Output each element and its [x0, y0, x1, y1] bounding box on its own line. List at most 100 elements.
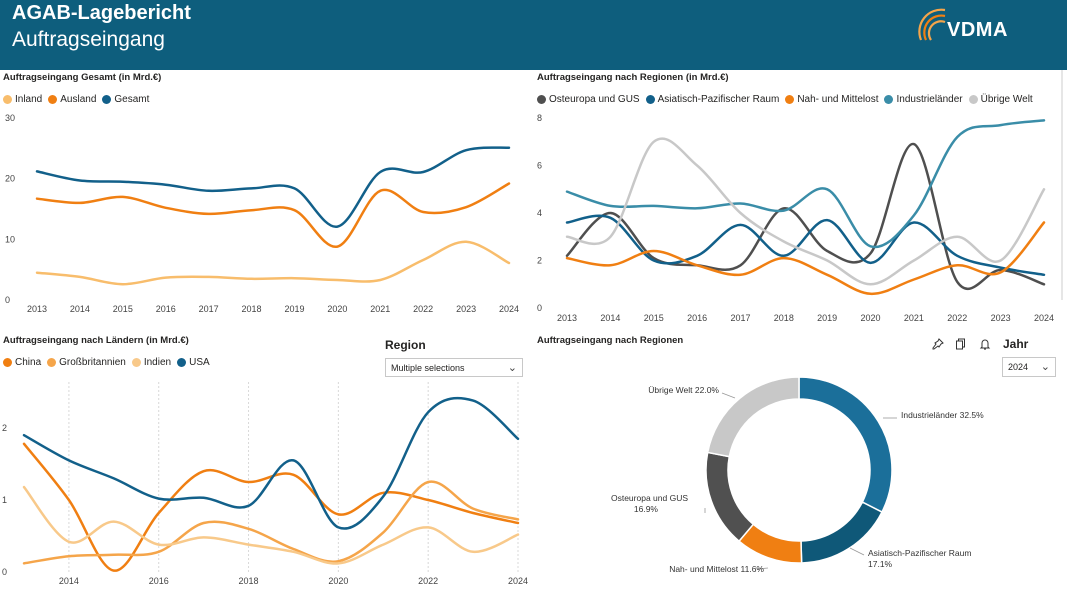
pin-icon[interactable] [932, 338, 944, 350]
donut-chart-title: Auftragseingang nach Regionen [537, 335, 684, 346]
x-tick-label: 2018 [239, 576, 259, 586]
y-tick-label: 8 [537, 113, 542, 123]
legend-label: Indien [143, 357, 172, 368]
scrollbar[interactable] [1061, 70, 1063, 300]
legend-label: Nah- und Mittelost [797, 94, 879, 105]
x-tick-label: 2024 [508, 576, 528, 586]
legend-marker [177, 358, 187, 367]
donut-data-label: Industrieländer 32.5% [901, 410, 984, 420]
legend-marker [968, 95, 978, 104]
series-line-osteuropa-und-gus[interactable] [565, 142, 1046, 291]
y-tick-label: 4 [537, 208, 542, 218]
donut-slice-osteuropa-und-gus[interactable] [705, 451, 755, 543]
legend-item-inland[interactable]: Inland [3, 94, 42, 105]
region-filter-dropdown[interactable]: Multiple selections ⌄ [385, 358, 523, 377]
legend-item-indien[interactable]: Indien [131, 357, 172, 368]
x-tick-label: 2023 [456, 304, 476, 314]
x-tick-label: 2013 [27, 304, 47, 314]
x-tick-label: 2020 [327, 304, 347, 314]
series-line-industrielaender[interactable] [565, 119, 1046, 249]
legend-label: Großbritannien [59, 357, 126, 368]
y-tick-label: 0 [5, 295, 10, 305]
legend-label: USA [189, 357, 210, 368]
donut-data-label: Übrige Welt 22.0% [648, 385, 719, 395]
legend-marker [131, 358, 141, 367]
series-line-inland[interactable] [35, 240, 511, 286]
chevron-down-icon: ⌄ [507, 362, 517, 374]
x-tick-label: 2014 [59, 576, 79, 586]
leader-line [849, 547, 865, 556]
x-tick-label: 2022 [418, 576, 438, 586]
series-line-asiatisch-pazifischer-raum[interactable] [565, 214, 1046, 277]
x-tick-label: 2017 [199, 304, 219, 314]
legend-item-gesamt[interactable]: Gesamt [102, 94, 149, 105]
legend-item-china[interactable]: China [3, 357, 41, 368]
x-tick-label: 2021 [370, 304, 390, 314]
series-line-usa[interactable] [22, 396, 520, 530]
region-filter-label: Region [385, 338, 426, 352]
x-tick-label: 2019 [284, 304, 304, 314]
legend-item-ausland[interactable]: Ausland [48, 94, 96, 105]
x-tick-label: 2014 [600, 313, 620, 323]
laender-chart-title: Auftragseingang nach Ländern (in Mrd.€) [3, 335, 189, 346]
legend-item-grossbritannien[interactable]: Großbritannien [47, 357, 126, 368]
regionen-legend[interactable]: Osteuropa und GUS Asiatisch-Pazifischer R… [537, 94, 1039, 105]
legend-item-osteuropa-und-gus[interactable]: Osteuropa und GUS [537, 94, 640, 105]
legend-item-nah-und-mittelost[interactable]: Nah- und Mittelost [785, 94, 878, 105]
y-tick-label: 2 [537, 256, 542, 266]
laender-legend[interactable]: China Großbritannien Indien USA [3, 357, 216, 368]
regionen-line-chart: 0 2 4 6 8 2013 2014 2015 2016 2017 2018 2019 2020 202… [537, 113, 1054, 323]
donut-slice-industrielaender[interactable] [798, 376, 893, 514]
legend-marker [48, 95, 58, 104]
legend-label: China [15, 357, 42, 368]
y-tick-label: 6 [537, 161, 542, 171]
legend-item-asiatisch-pazifischer-raum[interactable]: Asiatisch-Pazifischer Raum [645, 94, 780, 105]
donut-slice-uebrige-welt[interactable] [706, 376, 800, 458]
chevron-down-icon: ⌄ [1040, 361, 1050, 373]
report-header: AGAB-Lagebericht Auftragseingang VDMA [0, 0, 1067, 70]
report-title: AGAB-Lagebericht [12, 2, 191, 24]
series-line-gesamt[interactable] [35, 146, 511, 228]
legend-marker [3, 358, 12, 367]
legend-marker [3, 95, 12, 104]
legend-marker [47, 358, 57, 367]
series-line-ausland[interactable] [35, 182, 511, 248]
legend-item-uebrige-welt[interactable]: Übrige Welt [968, 94, 1033, 105]
copy-icon[interactable] [955, 338, 967, 350]
series-line-indien[interactable] [22, 485, 520, 565]
legend-label: Ausland [60, 94, 97, 105]
x-tick-label: 2017 [730, 313, 750, 323]
legend-label: Gesamt [114, 94, 150, 105]
x-tick-label: 2016 [156, 304, 176, 314]
gesamt-legend[interactable]: Inland Ausland Gesamt [3, 94, 155, 105]
legend-label: Industrieländer [896, 94, 963, 105]
x-tick-label: 2022 [413, 304, 433, 314]
legend-marker [537, 95, 546, 104]
x-tick-label: 2021 [904, 313, 924, 323]
jahr-filter-value: 2024 [1008, 362, 1029, 372]
donut-chart: Industrieländer 32.5% Asiatisch-Pazifisch… [611, 376, 984, 574]
bell-icon[interactable] [979, 338, 991, 350]
legend-label: Osteuropa und GUS [549, 94, 640, 105]
y-tick-label: 20 [5, 174, 15, 184]
gesamt-line-chart: 0 10 20 30 2013 2014 2015 2016 2017 2018 2019 2020 2… [5, 113, 519, 314]
x-tick-label: 2016 [687, 313, 707, 323]
laender-line-chart: 0 1 2 2014 2016 2018 2020 2022 2024 [2, 382, 528, 586]
legend-label: Asiatisch-Pazifischer Raum [657, 94, 780, 105]
series-line-grossbritannien[interactable] [22, 480, 520, 565]
y-tick-label: 10 [5, 234, 15, 244]
x-tick-label: 2018 [242, 304, 262, 314]
series-line-china[interactable] [22, 442, 520, 572]
x-tick-label: 2015 [644, 313, 664, 323]
y-tick-label: 0 [537, 303, 542, 313]
x-tick-label: 2018 [774, 313, 794, 323]
series-line-uebrige-welt[interactable] [565, 137, 1046, 286]
x-tick-label: 2020 [328, 576, 348, 586]
jahr-filter-dropdown[interactable]: 2024 ⌄ [1002, 357, 1056, 377]
series-line-nah-und-mittelost[interactable] [565, 221, 1046, 296]
legend-item-usa[interactable]: USA [177, 357, 210, 368]
x-tick-label: 2024 [499, 304, 519, 314]
legend-marker [785, 95, 795, 104]
legend-item-industrielaender[interactable]: Industrieländer [884, 94, 963, 105]
